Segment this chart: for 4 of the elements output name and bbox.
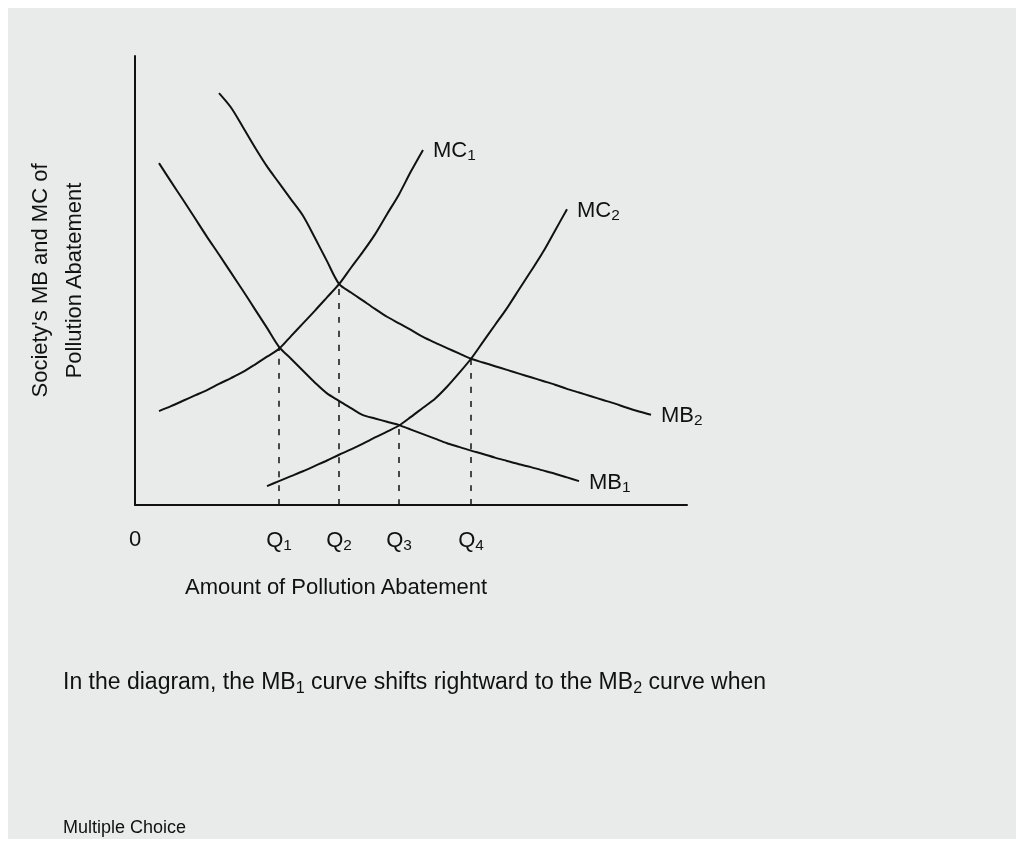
y-axis-title: Society's MB and MC of Pollution Abatement [26,162,86,398]
text: Multiple Choice [63,817,187,837]
x-axis-title: Amount of Pollution Abatement [184,573,488,599]
x-tick-label: 0 [128,525,142,551]
